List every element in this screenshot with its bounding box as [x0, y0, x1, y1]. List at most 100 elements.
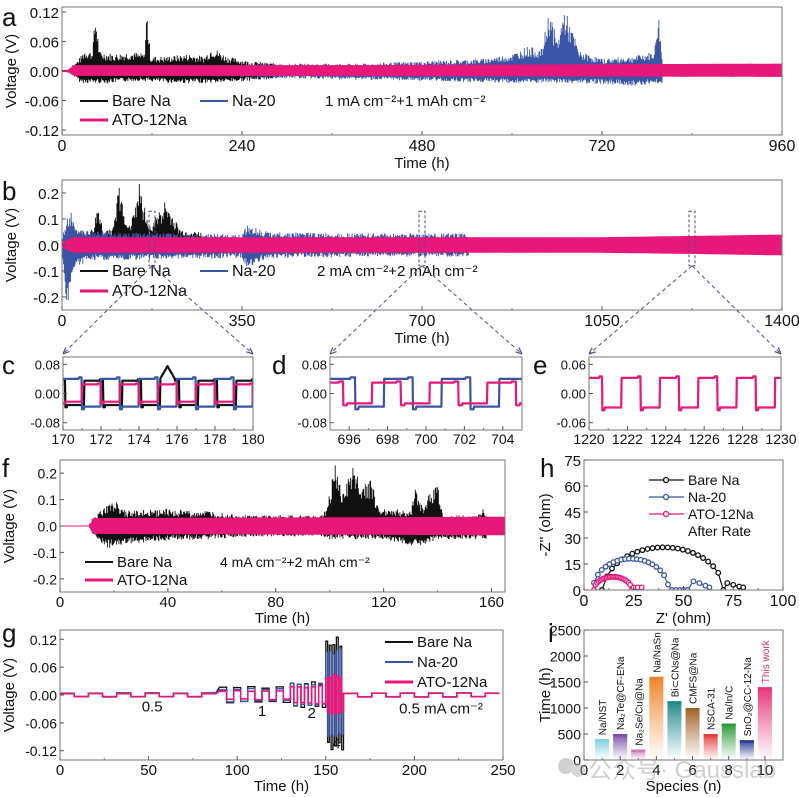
x-tick-label: 0: [56, 762, 64, 779]
data-point-ato: [638, 584, 645, 590]
bar: [649, 676, 664, 760]
y-tick-label: -0.1: [33, 264, 59, 281]
legend-label: Bare Na: [117, 554, 173, 571]
x-tick-label: 1220: [573, 431, 604, 447]
condition-annotation: 4 mA cm⁻²+2 mAh cm⁻²: [220, 554, 370, 570]
y-tick-label: 0.0: [38, 238, 59, 255]
data-point-bare_na: [740, 584, 747, 590]
x-tick-label: 1230: [765, 431, 796, 447]
data-point-na20: [649, 561, 656, 568]
bar-label: CMFS@Na: [689, 652, 700, 704]
x-tick-label: 0: [58, 313, 67, 330]
data-point-bare_na: [715, 569, 722, 576]
legend-marker-bare_na: [662, 476, 670, 484]
rate-label: 4: [332, 735, 340, 752]
bar-top: [685, 708, 700, 711]
y-tick-label: 0.12: [30, 5, 59, 22]
y-tick-label: 2500: [550, 623, 581, 639]
bar: [721, 723, 736, 760]
series-na20: [63, 376, 253, 411]
plot-area: [62, 15, 782, 86]
bar: [739, 740, 754, 760]
legend-label: ATO-12Na: [117, 572, 188, 589]
y-tick-label: 0: [573, 753, 581, 769]
plot-area: [63, 365, 253, 411]
x-tick-label: 50: [675, 593, 693, 610]
bar-top: [631, 749, 646, 753]
x-tick-label: 250: [490, 762, 515, 779]
bar-label: Na/In/C: [725, 686, 736, 720]
legend-label: Na-20: [688, 489, 726, 505]
panel-e: 1220 1222 1224 1226 1228 1230 0.06 0.00 -0.06 e: [533, 350, 797, 447]
data-point-bare_na: [674, 545, 681, 552]
y-axis-title: Time (h): [537, 667, 554, 722]
series-bare_na-line: [601, 546, 744, 590]
x-axis-title: Time (h): [394, 155, 449, 172]
series-ato: [62, 63, 782, 77]
panel-label: b: [2, 176, 16, 206]
y-tick-label: 0.08: [302, 357, 327, 372]
x-tick-label: 960: [769, 138, 796, 155]
data-point-na20: [657, 567, 664, 574]
rate-label: 0.5 mA cm⁻²: [399, 701, 483, 718]
condition-annotation: 1 mA cm⁻²+1 mAh cm⁻²: [325, 93, 485, 110]
data-point-bare_na: [710, 563, 717, 570]
x-tick-label: 180: [241, 431, 265, 447]
x-tick-label: 1226: [689, 431, 720, 447]
y-tick-label: 0.2: [38, 186, 59, 203]
data-point-na20: [706, 584, 713, 590]
zoom-window-box: [418, 210, 426, 267]
x-tick-label: 696: [338, 431, 362, 447]
x-tick-label: 80: [267, 594, 284, 611]
y-tick-label: -0.2: [33, 571, 57, 587]
legend-label: Na-20: [232, 263, 276, 280]
data-point-ato: [591, 587, 597, 590]
y-tick-label: 0.00: [35, 387, 60, 402]
series-ato: [589, 375, 781, 412]
y-tick-label: -0.2: [33, 290, 59, 307]
data-point-na20: [684, 587, 691, 590]
data-point-na20: [661, 572, 668, 579]
legend-marker-ato: [662, 510, 670, 518]
x-tick-label: 1222: [612, 431, 643, 447]
wechat-icon: [571, 763, 585, 777]
x-tick-label: 480: [409, 138, 436, 155]
plot-area: [330, 376, 522, 411]
y-tick-label: 0.08: [35, 357, 60, 372]
x-tick-label: 8: [725, 762, 733, 779]
bar-label: NSCA-31: [707, 687, 718, 730]
data-point-bare_na: [649, 545, 656, 552]
bar-label: Na/NaSn: [652, 632, 663, 673]
bar: [685, 708, 700, 760]
x-tick-label: 6: [688, 762, 696, 779]
series-ato: [60, 673, 500, 716]
legend-label: ATO-12Na: [112, 283, 187, 300]
y-axis-title: Voltage (V): [1, 658, 18, 732]
panel-label: c: [2, 350, 15, 380]
x-tick-label: 700: [414, 431, 438, 447]
x-tick-label: 170: [51, 431, 75, 447]
x-tick-label: 40: [160, 594, 177, 611]
y-tick-label: 45: [564, 505, 581, 522]
data-point-bare_na: [644, 546, 651, 552]
legend-label: Bare Na: [112, 93, 171, 110]
x-tick-label: 100: [225, 762, 250, 779]
panel-label: f: [2, 453, 10, 483]
rate-label: 1: [258, 703, 266, 720]
panel-label: h: [540, 453, 554, 483]
y-tick-label: 0.2: [38, 466, 58, 482]
data-point-bare_na: [629, 550, 636, 557]
y-tick-label: -0.08: [30, 416, 60, 431]
zoom-connector: [588, 265, 693, 355]
plot-area: [595, 676, 772, 760]
data-point-bare_na: [669, 544, 676, 551]
bar-label: Na₂Se/Cu@Na: [634, 678, 645, 746]
plot-frame: [583, 629, 784, 761]
bar-label: Na/NST: [598, 700, 609, 736]
arrowhead-icon: [329, 347, 337, 355]
x-tick-label: 0: [580, 593, 589, 610]
rate-label: 2: [307, 705, 315, 722]
y-tick-label: 0.00: [30, 688, 57, 704]
data-point-bare_na: [720, 587, 727, 590]
plot-area: [60, 636, 500, 751]
